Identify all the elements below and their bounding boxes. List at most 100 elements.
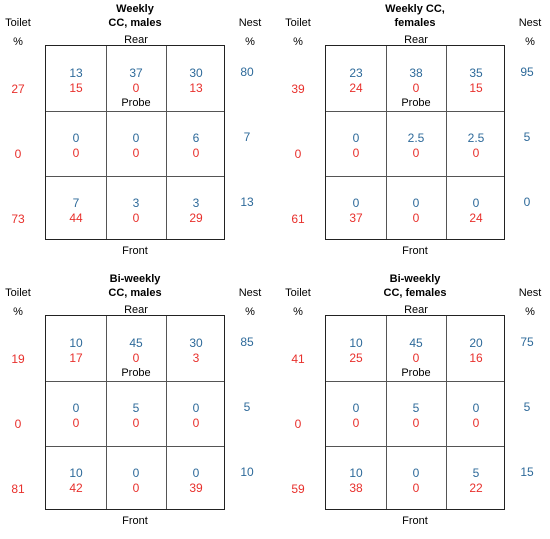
cell-nest-value: 0	[132, 466, 140, 480]
grid-divider-vertical	[446, 316, 447, 509]
cell-toilet-value: 0	[412, 81, 420, 95]
grid-divider-vertical	[386, 46, 387, 239]
rear-label: Rear	[404, 304, 428, 316]
nest-row-total: 13	[240, 195, 254, 209]
cell-toilet-value: 0	[412, 481, 420, 495]
toilet-row-total: 27	[11, 82, 25, 96]
cell-nest-value: 0	[192, 466, 200, 480]
cell-nest-value: 0	[352, 401, 360, 415]
rear-label: Rear	[124, 34, 148, 46]
cage-grid: Rear 10 17 45 0 30 3 0 0 5 0 0 0 10 42 0 0 0 39 Probe	[45, 304, 225, 510]
cage-panel: Weekly CC, females Toilet% Nest% Rear 23 24 38 0…	[280, 0, 550, 260]
cell-nest-value: 10	[349, 336, 363, 350]
cell-toilet-value: 17	[69, 351, 83, 365]
cell-nest-value: 0	[412, 466, 420, 480]
toilet-row-total: 61	[291, 212, 305, 226]
cell-nest-value: 0	[352, 131, 360, 145]
cell-toilet-value: 0	[72, 416, 80, 430]
cell-nest-value: 0	[352, 196, 360, 210]
nest-row-total: 0	[523, 195, 531, 209]
cage-grid: Rear 13 15 37 0 30 13 0 0 0 0 6 0 7 44 3 0 3 29 Probe	[45, 34, 225, 240]
cell-toilet-value: 0	[352, 146, 360, 160]
cell-nest-value: 6	[192, 131, 200, 145]
cell-toilet-value: 22	[469, 481, 483, 495]
cell-toilet-value: 0	[72, 146, 80, 160]
cell-toilet-value: 42	[69, 481, 83, 495]
grid-divider-horizontal	[46, 446, 224, 447]
cell-toilet-value: 0	[132, 351, 140, 365]
cell-nest-value: 7	[72, 196, 80, 210]
toilet-row-total: 73	[11, 212, 25, 226]
cell-toilet-value: 38	[349, 481, 363, 495]
cell-nest-value: 2.5	[407, 131, 425, 145]
toilet-header: Toilet	[5, 287, 31, 299]
probe-label: Probe	[121, 97, 151, 109]
cell-toilet-value: 3	[192, 351, 200, 365]
panel-title-line1: Bi-weekly	[389, 273, 441, 285]
cell-toilet-value: 0	[192, 146, 200, 160]
cell-toilet-value: 0	[192, 416, 200, 430]
grid-divider-horizontal	[46, 176, 224, 177]
cell-toilet-value: 0	[412, 146, 420, 160]
cell-toilet-value: 15	[469, 81, 483, 95]
nest-percent-label: %	[525, 36, 535, 48]
cell-toilet-value: 29	[189, 211, 203, 225]
toilet-percent-label: %	[13, 36, 23, 48]
cell-nest-value: 2.5	[467, 131, 485, 145]
cell-nest-value: 10	[69, 336, 83, 350]
cell-nest-value: 3	[132, 196, 140, 210]
cell-toilet-value: 0	[132, 146, 140, 160]
grid-divider-horizontal	[326, 176, 504, 177]
cell-nest-value: 0	[412, 196, 420, 210]
nest-row-total: 10	[240, 465, 254, 479]
cage-grid: Rear 10 25 45 0 20 16 0 0 5 0 0 0 10 38 0 0 5 22 Probe	[325, 304, 505, 510]
cell-toilet-value: 0	[472, 146, 480, 160]
cell-nest-value: 0	[72, 131, 80, 145]
nest-row-total: 15	[520, 465, 534, 479]
nest-header: Nest	[518, 287, 542, 299]
grid-divider-horizontal	[326, 381, 504, 382]
toilet-row-total: 41	[291, 352, 305, 366]
cell-toilet-value: 0	[472, 416, 480, 430]
grid-divider-horizontal	[326, 111, 504, 112]
toilet-percent-label: %	[13, 306, 23, 318]
nest-row-total: 5	[523, 400, 531, 414]
cell-nest-value: 30	[189, 336, 203, 350]
cell-nest-value: 38	[409, 66, 423, 80]
cell-toilet-value: 16	[469, 351, 483, 365]
cell-nest-value: 10	[69, 466, 83, 480]
front-label: Front	[402, 515, 428, 527]
panel-title-line1: Weekly CC,	[385, 3, 445, 15]
cell-nest-value: 5	[132, 401, 140, 415]
nest-percent-label: %	[245, 36, 255, 48]
panel-title-line2: CC, females	[383, 287, 447, 299]
cell-nest-value: 0	[472, 401, 480, 415]
cage-grid: Rear 23 24 38 0 35 15 0 0 2.5 0 2.5 0 0 37 0 0 0 24 Probe	[325, 34, 505, 240]
cell-nest-value: 5	[472, 466, 480, 480]
cell-nest-value: 10	[349, 466, 363, 480]
cell-toilet-value: 0	[132, 481, 140, 495]
toilet-row-total: 0	[14, 147, 22, 161]
cell-nest-value: 0	[472, 196, 480, 210]
nest-percent-label: %	[525, 306, 535, 318]
cell-nest-value: 35	[469, 66, 483, 80]
cell-toilet-value: 37	[349, 211, 363, 225]
nest-row-total: 95	[520, 65, 534, 79]
probe-label: Probe	[401, 367, 431, 379]
panel-title-line1: Bi-weekly	[109, 273, 161, 285]
cell-nest-value: 13	[69, 66, 83, 80]
cell-toilet-value: 44	[69, 211, 83, 225]
cage-panel: Bi-weekly CC, males Toilet% Nest% Rear 10 17 45…	[0, 270, 270, 530]
nest-row-total: 85	[240, 335, 254, 349]
toilet-row-total: 59	[291, 482, 305, 496]
rear-label: Rear	[124, 304, 148, 316]
grid-divider-vertical	[446, 46, 447, 239]
nest-percent-label: %	[245, 306, 255, 318]
nest-header: Nest	[518, 17, 542, 29]
cell-nest-value: 30	[189, 66, 203, 80]
front-label: Front	[122, 515, 148, 527]
grid-divider-horizontal	[46, 381, 224, 382]
toilet-row-total: 19	[11, 352, 25, 366]
grid-divider-vertical	[166, 316, 167, 509]
cell-nest-value: 0	[72, 401, 80, 415]
